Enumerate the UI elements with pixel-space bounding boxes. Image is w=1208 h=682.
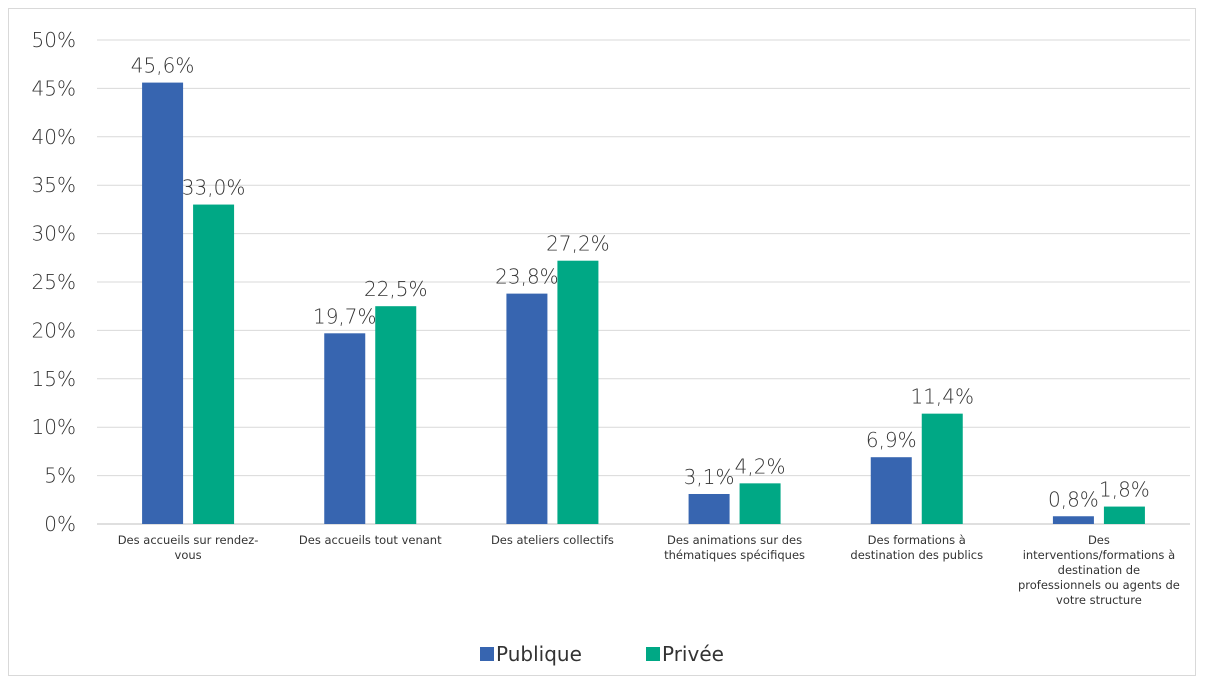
x-category-label: Des accueils sur rendez-vous [118,533,259,562]
x-category-label: Des accueils tout venant [299,533,442,547]
y-tick-label: 20% [32,318,76,342]
bar-publique [142,82,184,524]
bars [142,82,1145,524]
bar-publique [688,493,730,524]
bar-privee [1103,506,1145,524]
y-tick-label: 40% [32,125,76,149]
data-label-privee: 22,5% [364,277,428,301]
bar-publique [870,457,912,524]
data-label-privee: 33,0% [182,176,246,200]
y-axis-ticks: 0% 5% 10% 15% 20% 25% 30% 35% 40% 45% 50% [32,28,76,536]
bar-privee [739,483,781,524]
data-label-publique: 3,1% [684,465,735,489]
legend-swatch-privee [646,647,660,661]
bar-privee [375,306,417,524]
data-label-publique: 45,6% [131,54,195,78]
bar-privee [921,413,963,524]
y-tick-label: 10% [32,415,76,439]
legend-swatch-publique [480,647,494,661]
y-tick-label: 30% [32,222,76,246]
x-category-label: Des ateliers collectifs [491,533,614,547]
data-label-publique: 23,8% [495,265,559,289]
bar-privee [193,204,235,524]
data-label-privee: 11,4% [910,385,974,409]
legend-label-publique: Publique [496,642,582,666]
legend-label-privee: Privée [662,642,724,666]
data-label-publique: 6,9% [866,428,917,452]
bar-publique [506,293,548,524]
bar-privee [557,260,599,524]
data-label-privee: 4,2% [735,454,786,478]
x-axis-labels: Des accueils sur rendez-vous Des accueils… [118,533,1180,607]
x-category-label: Des animations sur des thématiques spécif… [664,533,805,562]
y-tick-label: 45% [32,76,76,100]
gridlines [97,39,1190,525]
y-tick-label: 15% [32,367,76,391]
y-tick-label: 50% [32,28,76,52]
bar-publique [324,333,366,524]
data-label-privee: 27,2% [546,232,610,256]
y-tick-label: 0% [44,512,76,536]
data-label-publique: 19,7% [313,304,377,328]
legend: Publique Privée [480,642,724,666]
y-tick-label: 35% [32,173,76,197]
y-tick-label: 5% [44,464,76,488]
x-category-label: Des formations à destination des publics [850,533,983,562]
bar-publique [1052,516,1094,524]
data-labels: 45,6% 33,0% 19,7% 22,5% 23,8% 27,2% 3,1% 4,2% 6,… [131,54,1150,512]
x-category-label: Des interventions/formations à destination… [1018,533,1180,607]
y-tick-label: 25% [32,270,76,294]
data-label-privee: 1,8% [1099,478,1150,502]
data-label-publique: 0,8% [1048,487,1099,511]
